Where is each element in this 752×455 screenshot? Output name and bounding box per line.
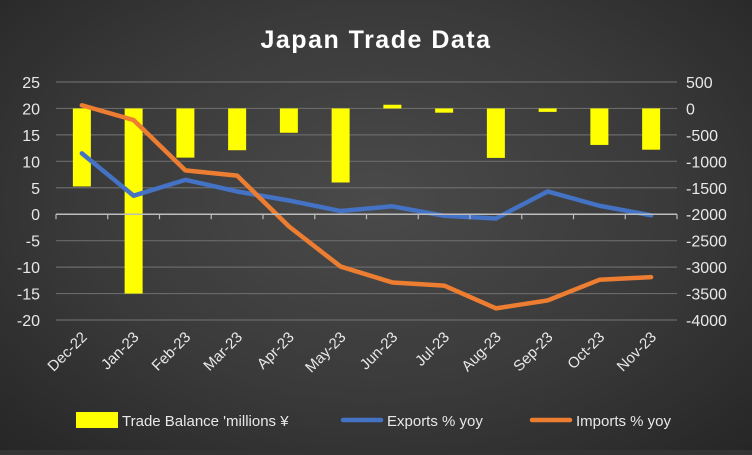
- right-axis-tick-label: -500: [686, 128, 718, 145]
- bar-trade-balance: [538, 108, 557, 112]
- left-axis-tick-label: -10: [17, 260, 40, 277]
- left-axis-tick-label: 5: [31, 181, 40, 198]
- bar-trade-balance: [331, 108, 350, 183]
- bar-trade-balance: [486, 108, 505, 158]
- right-axis-tick-label: -3000: [686, 260, 727, 277]
- right-axis-tick-label: -3500: [686, 287, 727, 304]
- x-axis-tick-label: Jul-23: [412, 329, 453, 370]
- line-imports: [79, 103, 654, 311]
- x-axis-tick-label: May-23: [302, 329, 349, 376]
- bar-trade-balance: [590, 108, 609, 145]
- x-axis-tick-label: Jan-23: [98, 329, 142, 373]
- legend-label-imports: Imports % yoy: [576, 413, 672, 430]
- left-axis-tick-label: 20: [22, 101, 40, 118]
- left-axis-tick-label: 10: [22, 154, 40, 171]
- left-axis-tick-label: -5: [26, 234, 40, 251]
- bar-trade-balance: [642, 108, 661, 150]
- x-axis-tick-label: Jun-23: [357, 329, 401, 373]
- right-axis-tick-label: -1500: [686, 181, 727, 198]
- bar-trade-balance: [228, 108, 247, 151]
- right-axis-tick-label: -1000: [686, 154, 727, 171]
- x-axis-tick-label: Sep-23: [510, 329, 556, 375]
- x-axis-tick-label: Dec-22: [44, 329, 90, 375]
- x-axis-tick-label: Apr-23: [254, 329, 298, 373]
- chart-title: Japan Trade Data: [260, 26, 491, 54]
- bar-trade-balance: [124, 108, 143, 294]
- legend-label-trade-balance: Trade Balance 'millions ¥: [122, 413, 289, 430]
- right-axis-tick-label: 500: [686, 75, 713, 92]
- right-axis-tick-label: -4000: [686, 313, 727, 330]
- right-axis-tick-label: -2500: [686, 234, 727, 251]
- left-axis-tick-label: -20: [17, 313, 40, 330]
- right-axis-tick-label: 0: [686, 101, 695, 118]
- x-axis-tick-label: Aug-23: [458, 329, 504, 375]
- line-exports: [79, 151, 654, 221]
- right-axis-tick-label: -2000: [686, 207, 727, 224]
- left-axis-tick-label: 15: [22, 128, 40, 145]
- left-axis-tick-label: 0: [31, 207, 40, 224]
- x-axis-tick-label: Nov-23: [614, 329, 660, 375]
- legend-swatch-trade-balance: [76, 412, 118, 428]
- x-axis-tick-label: Oct-23: [564, 329, 608, 373]
- x-axis-tick-label: Feb-23: [149, 329, 195, 375]
- x-axis-tick-label: Mar-23: [200, 329, 246, 375]
- bar-trade-balance: [435, 108, 454, 113]
- legend-label-exports: Exports % yoy: [387, 413, 483, 430]
- bar-trade-balance: [72, 108, 91, 187]
- left-axis-tick-label: -15: [17, 287, 40, 304]
- bar-trade-balance: [176, 108, 195, 158]
- left-axis-tick-label: 25: [22, 75, 40, 92]
- bar-trade-balance: [279, 108, 298, 133]
- bar-trade-balance: [383, 104, 402, 109]
